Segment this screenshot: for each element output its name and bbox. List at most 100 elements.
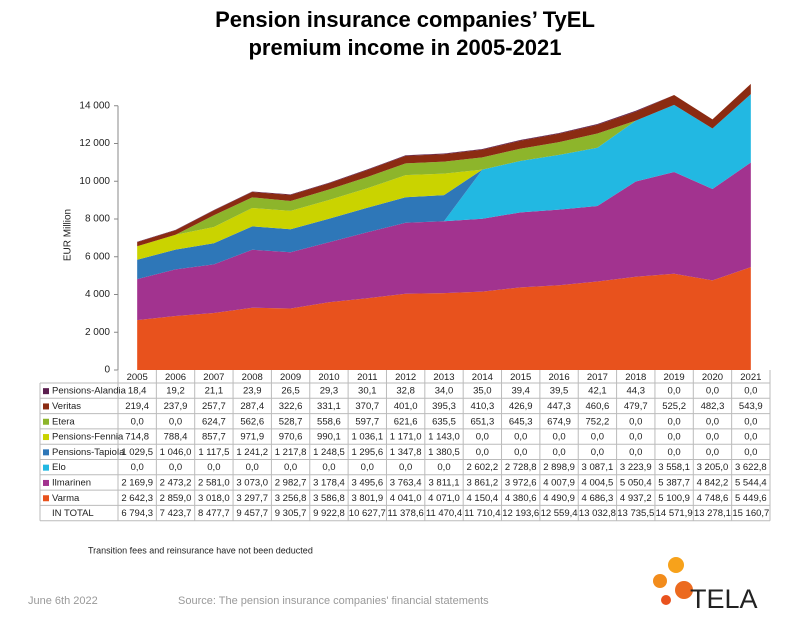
table-value: 0,0	[514, 447, 527, 458]
table-value: 2 642,3	[121, 493, 153, 504]
table-value: 0,0	[399, 462, 412, 473]
legend-swatch	[43, 464, 49, 471]
year-label: 2012	[395, 372, 416, 383]
source: Source: The pension insurance companies'…	[178, 595, 489, 607]
legend-swatch	[43, 449, 49, 456]
area	[137, 267, 751, 370]
table-value: 7 423,7	[160, 508, 192, 519]
y-tick-label: 6 000	[85, 251, 110, 262]
table-value: 0,0	[322, 462, 335, 473]
table-value: 3 811,1	[429, 477, 460, 488]
table-value: 3 256,8	[275, 493, 307, 504]
table-value: 3 205,0	[697, 462, 729, 473]
table-value: 479,7	[624, 401, 648, 412]
year-label: 2014	[472, 372, 493, 383]
table-value: 29,3	[320, 386, 339, 397]
table-value: 3 972,6	[505, 477, 537, 488]
legend-swatch	[43, 418, 49, 425]
table-value: 370,7	[355, 401, 379, 412]
table-value: 0,0	[552, 432, 565, 443]
y-tick-label: 2 000	[85, 327, 110, 338]
table-value: 4 686,3	[582, 493, 614, 504]
table-value: 322,6	[279, 401, 303, 412]
table-value: 3 223,9	[620, 462, 652, 473]
table-value: 30,1	[358, 386, 377, 397]
date: June 6th 2022	[28, 595, 98, 607]
table-value: 2 169,9	[121, 477, 153, 488]
chart-title: Pension insurance companies’ TyEL premiu…	[215, 7, 595, 60]
table-value: 645,3	[509, 416, 533, 427]
year-label: 2010	[318, 372, 339, 383]
table-value: 528,7	[279, 416, 303, 427]
table-value: 32,8	[396, 386, 415, 397]
year-label: 2013	[433, 372, 454, 383]
table-value: 0,0	[744, 432, 757, 443]
table-value: 3 861,2	[467, 477, 499, 488]
table-value: 14 571,9	[656, 508, 693, 519]
table-value: 13 032,8	[579, 508, 616, 519]
table-value: 426,9	[509, 401, 533, 412]
row-label: Etera	[52, 416, 75, 427]
area	[137, 94, 751, 280]
table-value: 3 763,4	[390, 477, 422, 488]
table-value: 0,0	[668, 447, 681, 458]
table-value: 0,0	[476, 432, 489, 443]
table-value: 1 295,6	[351, 447, 383, 458]
table-value: 525,2	[662, 401, 686, 412]
table-value: 447,3	[547, 401, 571, 412]
table-value: 18,4	[128, 386, 147, 397]
table-value: 237,9	[164, 401, 188, 412]
row-label: IN TOTAL	[52, 508, 94, 519]
table-value: 0,0	[131, 416, 144, 427]
table-value: 4 071,0	[428, 493, 460, 504]
logo-dot	[653, 574, 667, 588]
table-value: 2 473,2	[160, 477, 192, 488]
table-value: 12 559,4	[541, 508, 578, 519]
table-value: 219,4	[125, 401, 149, 412]
table-value: 558,6	[317, 416, 341, 427]
table-value: 13 278,1	[694, 508, 731, 519]
table-value: 257,7	[202, 401, 226, 412]
table-value: 410,3	[470, 401, 494, 412]
legend-swatch	[43, 495, 49, 502]
table-value: 0,0	[744, 386, 757, 397]
table-value: 1 380,5	[428, 447, 460, 458]
table-value: 44,3	[627, 386, 646, 397]
row-label: Elo	[52, 462, 66, 473]
logo-mark	[653, 557, 693, 605]
table-value: 562,6	[240, 416, 264, 427]
table-value: 395,3	[432, 401, 456, 412]
table-value: 0,0	[361, 462, 374, 473]
table-value: 15 160,7	[732, 508, 769, 519]
table-value: 35,0	[473, 386, 492, 397]
table-value: 0,0	[706, 447, 719, 458]
table-value: 0,0	[207, 462, 220, 473]
table-value: 3 495,6	[351, 477, 383, 488]
table-value: 971,9	[240, 432, 264, 443]
table-value: 1 036,1	[351, 432, 383, 443]
table-value: 0,0	[668, 416, 681, 427]
area	[137, 94, 751, 260]
y-axis-label: EUR Million	[63, 209, 74, 261]
table-value: 39,5	[550, 386, 569, 397]
table-value: 13 735,5	[617, 508, 654, 519]
year-label: 2016	[548, 372, 569, 383]
table-value: 0,0	[131, 462, 144, 473]
table-value: 9 305,7	[275, 508, 307, 519]
table-value: 2 859,0	[160, 493, 192, 504]
year-label: 2008	[242, 372, 263, 383]
table-value: 4 842,2	[697, 477, 729, 488]
table-value: 624,7	[202, 416, 226, 427]
table-value: 1 171,0	[390, 432, 422, 443]
table-value: 4 937,2	[620, 493, 652, 504]
table-value: 621,6	[394, 416, 418, 427]
table-value: 0,0	[591, 432, 604, 443]
row-label: Pensions-Alandia	[52, 386, 127, 397]
year-label: 2011	[357, 372, 377, 383]
table-value: 11 710,4	[464, 508, 500, 519]
table-value: 674,9	[547, 416, 571, 427]
table-value: 6 794,3	[121, 508, 153, 519]
table-value: 4 041,0	[390, 493, 422, 504]
logo-dot	[675, 581, 693, 599]
